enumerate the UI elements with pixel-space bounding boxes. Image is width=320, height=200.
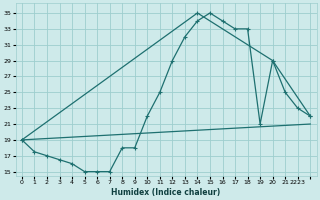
X-axis label: Humidex (Indice chaleur): Humidex (Indice chaleur) xyxy=(111,188,221,197)
